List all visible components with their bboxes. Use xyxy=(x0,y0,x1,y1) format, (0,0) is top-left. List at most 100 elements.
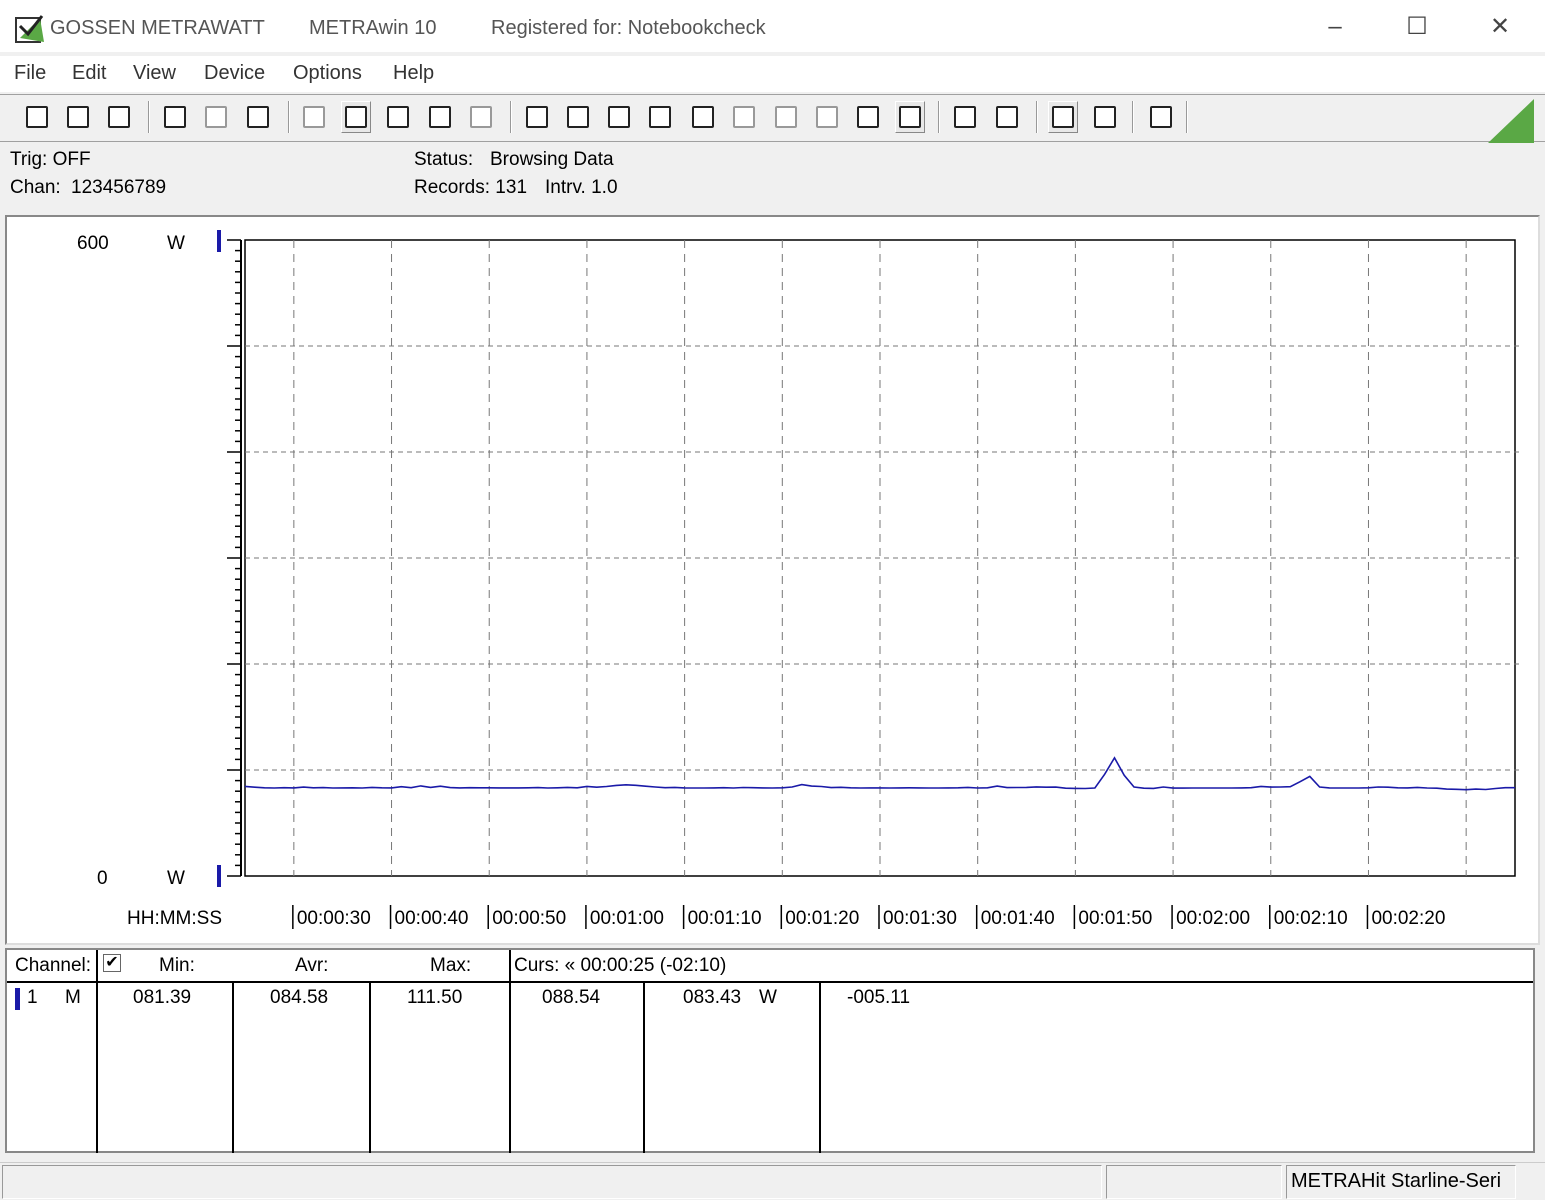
y-min-label: 0 xyxy=(97,868,108,889)
device-config-button[interactable] xyxy=(201,101,231,133)
x-tick-label: 00:01:30 xyxy=(883,908,957,929)
y-min-unit: W xyxy=(167,868,185,889)
max-value: 111.50 xyxy=(407,987,463,1008)
save-button[interactable] xyxy=(22,101,52,133)
interval-value: Intrv. 1.0 xyxy=(545,177,618,198)
show-channel-checkbox[interactable]: ✔ xyxy=(103,954,121,972)
formula-icon xyxy=(692,106,714,128)
toolbar xyxy=(0,94,1545,143)
open-button[interactable] xyxy=(104,101,134,133)
x-tick-label: 00:01:00 xyxy=(590,908,664,929)
zoom-wave-button[interactable] xyxy=(1048,101,1078,133)
minimize-button[interactable]: – xyxy=(1328,13,1342,40)
settings-icon xyxy=(857,106,879,128)
max-header: Max: xyxy=(430,955,472,976)
device-read-button[interactable] xyxy=(160,101,190,133)
y-max-label: 600 xyxy=(77,233,109,254)
min-value: 081.39 xyxy=(133,987,192,1008)
cursor-button[interactable] xyxy=(383,101,413,133)
chart-view-button[interactable] xyxy=(341,101,371,133)
toolbar-separator xyxy=(938,101,940,133)
maximize-button[interactable]: ☐ xyxy=(1406,13,1428,40)
menu-file[interactable]: File xyxy=(14,62,47,84)
multi-wave-icon xyxy=(816,106,838,128)
list-icon xyxy=(608,106,630,128)
memory-button[interactable] xyxy=(729,101,759,133)
monitor-button[interactable] xyxy=(645,101,675,133)
chart-panel[interactable]: 600 W 0 W HH:MM:SS 00:00:30 00:00:40 00:00… xyxy=(5,215,1540,945)
statistics-table: Channel: ✔ Min: Avr: Max: Curs: « 00:00:… xyxy=(5,948,1535,1153)
table-view-button[interactable] xyxy=(425,101,455,133)
y-max-unit: W xyxy=(167,233,185,254)
x-tick-label: 00:02:10 xyxy=(1274,908,1348,929)
x-tick-label: 00:00:30 xyxy=(297,908,371,929)
status-label: Status: xyxy=(414,149,474,170)
wave-button[interactable] xyxy=(771,101,801,133)
list-button[interactable] xyxy=(604,101,634,133)
save-as-icon xyxy=(67,106,89,128)
channel-header: Channel: xyxy=(15,955,92,976)
memory-icon xyxy=(733,106,755,128)
cursor1-value: 088.54 xyxy=(542,987,601,1008)
channel-marker-top xyxy=(217,230,221,252)
save-as-button[interactable] xyxy=(63,101,93,133)
channel-marker-bottom xyxy=(217,865,221,887)
zoom-wave-icon xyxy=(1052,106,1074,128)
registered-text: Registered for: Notebookcheck xyxy=(491,17,766,39)
menu-help[interactable]: Help xyxy=(393,62,435,84)
print-button[interactable] xyxy=(950,101,980,133)
chart-view-icon xyxy=(345,106,367,128)
channel-number: 1 xyxy=(27,987,38,1008)
x-tick-label: 00:02:00 xyxy=(1176,908,1250,929)
run-button[interactable] xyxy=(895,101,925,133)
cursor2-value: 083.43 xyxy=(683,987,742,1008)
cursor-header: Curs: « 00:00:25 (-02:10) xyxy=(514,955,727,976)
x-tick-label: 00:02:20 xyxy=(1371,908,1445,929)
device-read-icon xyxy=(164,106,186,128)
status-value: Browsing Data xyxy=(490,149,614,170)
chart[interactable]: 600 W 0 W HH:MM:SS 00:00:30 00:00:40 00:00… xyxy=(7,217,1538,943)
message-icon xyxy=(1150,106,1172,128)
menu-view[interactable]: View xyxy=(133,62,176,84)
x-tick-label: 00:01:10 xyxy=(688,908,762,929)
device-config-icon xyxy=(205,106,227,128)
cursor-unit: W xyxy=(759,987,777,1008)
bar-view-button[interactable] xyxy=(466,101,496,133)
bar-view-icon xyxy=(470,106,492,128)
import-button[interactable] xyxy=(563,101,593,133)
table-view-icon xyxy=(429,106,451,128)
x-tick-label: 00:00:40 xyxy=(395,908,469,929)
message-button[interactable] xyxy=(1146,101,1176,133)
toolbar-separator xyxy=(148,101,150,133)
signal-indicator-icon xyxy=(1488,99,1534,143)
save-icon xyxy=(26,106,48,128)
monitor-icon xyxy=(649,106,671,128)
export-button[interactable] xyxy=(522,101,552,133)
channel-color-marker xyxy=(15,988,20,1010)
zoom-button[interactable] xyxy=(1090,101,1120,133)
menu-device[interactable]: Device xyxy=(204,62,266,84)
settings-button[interactable] xyxy=(853,101,883,133)
multi-wave-button[interactable] xyxy=(812,101,842,133)
device-write-button[interactable] xyxy=(243,101,273,133)
menu-edit[interactable]: Edit xyxy=(72,62,107,84)
x-tick-label: 00:01:40 xyxy=(981,908,1055,929)
cursor-diff-value: -005.11 xyxy=(847,987,911,1008)
close-button[interactable]: ✕ xyxy=(1489,13,1511,40)
toolbar-separator xyxy=(1186,101,1188,133)
avr-header: Avr: xyxy=(295,955,329,976)
formula-button[interactable] xyxy=(688,101,718,133)
avr-value: 084.58 xyxy=(270,987,329,1008)
export-icon xyxy=(526,106,548,128)
info-panel: Trig: OFF Chan: 123456789 Status: Browsi… xyxy=(0,146,1545,212)
import-icon xyxy=(567,106,589,128)
wave-icon xyxy=(775,106,797,128)
toolbar-separator xyxy=(288,101,290,133)
x-axis-label: HH:MM:SS xyxy=(127,908,222,929)
trigger-status: Trig: OFF xyxy=(10,149,91,170)
print-setup-icon xyxy=(996,106,1018,128)
channels-label: Chan: xyxy=(10,177,61,198)
display-button[interactable] xyxy=(299,101,329,133)
print-setup-button[interactable] xyxy=(992,101,1022,133)
menu-options[interactable]: Options xyxy=(293,62,362,84)
